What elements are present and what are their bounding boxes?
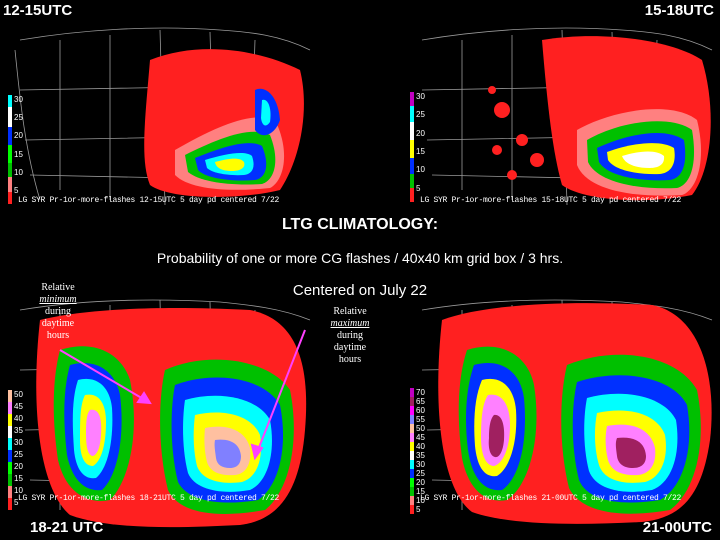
annotation-relative-minimum: Relative minimum during daytime hours <box>28 282 88 342</box>
legend-value: 25 <box>416 469 425 478</box>
map-panel-21-00utc: 21-00UTC LG SYR Pr-1or-more-flashes 21-0… <box>402 290 720 540</box>
map-graphic <box>8 299 311 528</box>
lightning-probability-contours <box>144 49 304 197</box>
annot-line: minimum <box>39 294 77 305</box>
legend-value: 10 <box>14 167 23 177</box>
annot-line: daytime <box>333 342 367 353</box>
annot-line: maximum <box>330 318 370 329</box>
annot-line: Relative <box>333 306 367 317</box>
lightning-probability-contours <box>36 308 307 528</box>
centered-date: Centered on July 22 <box>292 282 428 299</box>
legend-value: 10 <box>14 486 23 495</box>
panel-label: 18-21 UTC <box>30 519 104 536</box>
map-caption: LG SYR Pr-1or-more-flashes 15-18UTC 5 da… <box>420 196 682 205</box>
annot-line: during <box>336 330 364 341</box>
map-caption: LG SYR Pr-1or-more-flashes 21-00UTC 5 da… <box>420 494 682 503</box>
legend-value: 25 <box>14 113 23 123</box>
climatology-subtitle: Probability of one or more CG flashes / … <box>156 250 564 266</box>
legend-bar <box>410 388 414 514</box>
legend-bar <box>8 390 12 510</box>
legend-value: 30 <box>14 438 23 447</box>
legend-value: 5 <box>416 183 421 193</box>
map-panel-15-18utc: 15-18UTC LG SYR Pr-1or-more-flashes 15-1… <box>402 0 720 214</box>
legend-value: 5 <box>416 505 421 514</box>
annotation-arrows <box>59 329 306 461</box>
legend-value: 35 <box>14 426 23 435</box>
annot-line: Relative <box>41 282 75 293</box>
legend-value: 45 <box>416 433 425 442</box>
legend-value: 20 <box>14 131 23 141</box>
map-panel-18-21utc: 18-21 UTC LG SYR Pr-1or-more-flashes 18-… <box>0 290 318 540</box>
panel-label: 12-15UTC <box>3 2 73 19</box>
annot-line: during <box>44 306 72 317</box>
legend-value: 15 <box>14 474 23 483</box>
legend-value: 40 <box>416 442 425 451</box>
annot-line: hours <box>46 330 70 341</box>
legend-value: 30 <box>416 460 425 469</box>
legend-bar <box>410 92 414 202</box>
legend-value: 20 <box>416 478 425 487</box>
map-panel-12-15utc: 12-15UTC LG SYR Pr-1or-more-flashes 12-1… <box>0 0 318 214</box>
map-caption: LG SYR Pr-1or-more-flashes 18-21UTC 5 da… <box>18 494 280 503</box>
climatology-title: LTG CLIMATOLOGY: <box>281 216 439 233</box>
legend-value: 30 <box>416 92 425 101</box>
legend-value: 5 <box>14 185 19 195</box>
legend-value: 10 <box>416 165 425 175</box>
legend-value: 55 <box>416 415 425 424</box>
panel-label: 15-18UTC <box>644 2 714 19</box>
legend-value: 5 <box>14 498 19 507</box>
map-caption: LG SYR Pr-1or-more-flashes 12-15UTC 5 da… <box>18 196 280 205</box>
legend-value: 20 <box>14 462 23 471</box>
legend-value: 60 <box>416 406 425 415</box>
legend-value: 25 <box>14 450 23 459</box>
map-graphic <box>410 27 713 206</box>
legend-value: 65 <box>416 397 425 406</box>
legend-bar <box>8 95 12 204</box>
lightning-probability-contours <box>438 303 712 524</box>
map-graphic <box>8 27 311 206</box>
legend-value: 25 <box>416 110 425 120</box>
legend-value: 15 <box>14 149 23 159</box>
legend-value: 10 <box>416 496 425 505</box>
legend-value: 50 <box>416 424 425 433</box>
legend-value: 70 <box>416 388 425 397</box>
panel-label: 21-00UTC <box>642 519 712 536</box>
legend-value: 20 <box>416 128 425 138</box>
legend-value: 40 <box>14 414 23 423</box>
annotation-relative-maximum: Relative maximum during daytime hours <box>318 306 382 366</box>
annot-line: hours <box>338 354 362 365</box>
lightning-probability-contours <box>488 36 711 201</box>
legend-value: 15 <box>416 147 425 156</box>
legend-value: 35 <box>416 451 425 460</box>
map-graphic <box>410 299 713 524</box>
legend-value: 50 <box>14 390 23 399</box>
legend-value: 45 <box>14 402 23 411</box>
legend-value: 15 <box>416 487 425 496</box>
legend-value: 30 <box>14 95 23 104</box>
annot-line: daytime <box>41 318 75 329</box>
